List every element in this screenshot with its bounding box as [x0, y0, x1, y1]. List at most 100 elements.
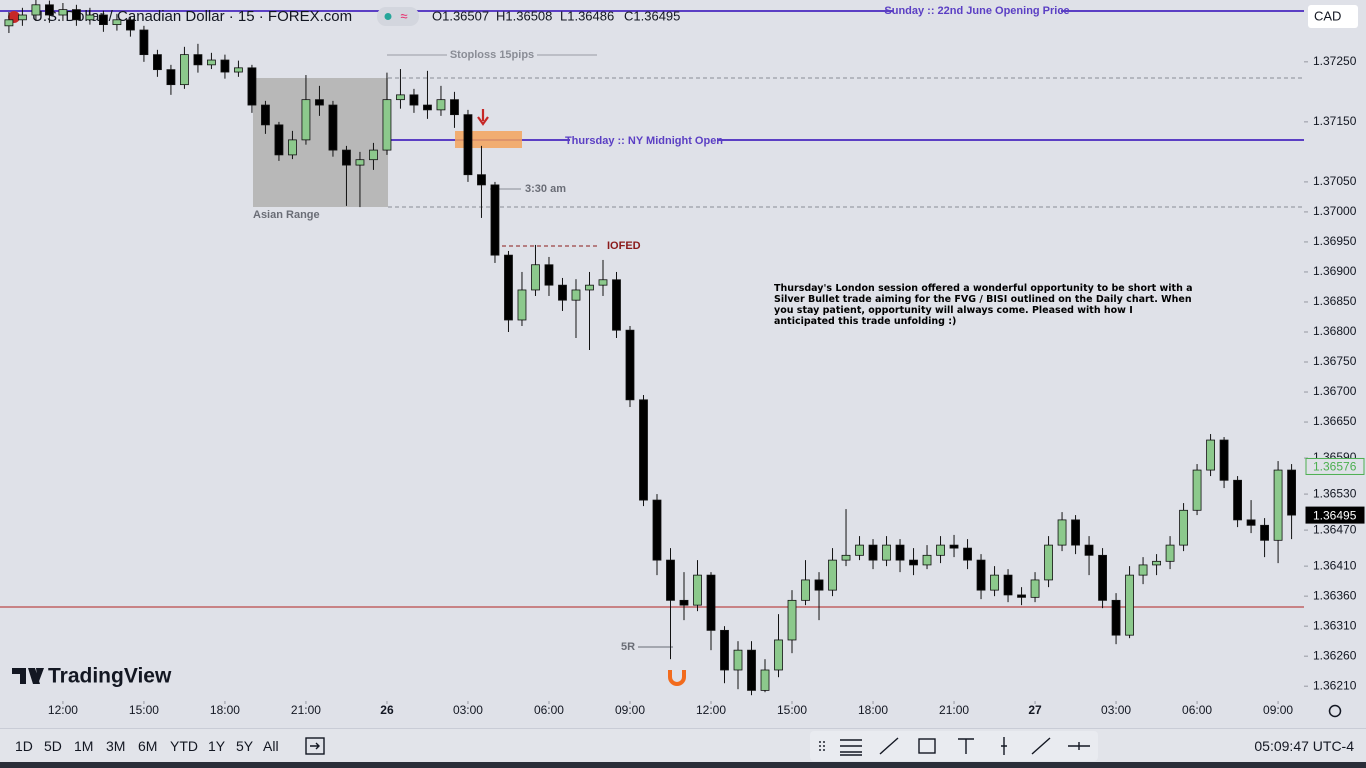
candle-body — [409, 94, 419, 106]
range-button[interactable]: 5D — [44, 738, 62, 754]
candle-body — [220, 59, 230, 73]
drawing-tools — [810, 731, 1098, 761]
stoploss-label: Stoploss 15pips — [450, 49, 534, 61]
asian-range-label: Asian Range — [253, 209, 320, 221]
candle-body — [274, 124, 284, 156]
candle-body — [855, 544, 864, 556]
candle-body — [328, 104, 338, 151]
candle-body — [693, 574, 702, 606]
candle-body — [139, 29, 149, 56]
candle-body — [355, 159, 365, 166]
tool-rect[interactable] — [918, 738, 936, 754]
x-tick-label: 12:00 — [48, 703, 78, 717]
range-button[interactable]: 5Y — [236, 738, 254, 754]
trade-note: Thursday's London session offered a wond… — [774, 283, 1193, 327]
candle-body — [517, 289, 527, 321]
x-tick-label: 18:00 — [210, 703, 240, 717]
candle-body — [450, 99, 459, 116]
range-button[interactable]: 6M — [138, 738, 158, 754]
y-tick-label: 1.37150 — [1313, 114, 1357, 128]
range-button[interactable]: All — [263, 738, 279, 754]
y-tick-label: 1.36850 — [1313, 294, 1357, 308]
candle-body — [85, 14, 95, 21]
candle-body — [382, 99, 392, 151]
candle-body — [1152, 560, 1161, 566]
iofed-label: IOFED — [607, 240, 641, 252]
range-button[interactable]: 3M — [106, 738, 126, 754]
x-tick-label: 09:00 — [1263, 703, 1293, 717]
candle-body — [882, 544, 891, 561]
candle-body — [1098, 554, 1107, 601]
candle-body — [1273, 469, 1283, 541]
y-tick-label: 1.36410 — [1313, 558, 1357, 572]
candle-body — [720, 629, 729, 671]
candle-body — [598, 279, 608, 286]
candle-body — [585, 284, 594, 291]
tool-ray[interactable] — [1031, 737, 1051, 755]
candle-body — [99, 14, 108, 26]
candle-body — [72, 9, 81, 21]
bottom-strip — [0, 762, 1366, 768]
tool-vline[interactable] — [1001, 737, 1007, 755]
ohlc-group: O1.36507 H1.36508 L1.36486 C1.36495 — [432, 8, 680, 23]
drawing-tool-icons — [819, 737, 1090, 756]
x-tick-label: 21:00 — [939, 703, 969, 717]
candle-body — [1084, 544, 1094, 556]
ny-midnight-label: Thursday :: NY Midnight Open — [565, 135, 723, 147]
candle-body — [1125, 574, 1134, 636]
x-tick-label: 03:00 — [1101, 703, 1131, 717]
candle-body — [841, 554, 851, 561]
candle-body — [301, 99, 311, 141]
y-tick-label: 1.36750 — [1313, 354, 1357, 368]
x-tick-label: 06:00 — [1182, 703, 1212, 717]
clock: 05:09:47 UTC-4 — [1254, 738, 1354, 754]
tool-hline[interactable] — [1068, 742, 1090, 750]
candle-body — [1287, 469, 1296, 516]
y-tick-label: 1.36650 — [1313, 414, 1357, 428]
ohlc-value: L1.36486 — [560, 8, 614, 23]
currency-box[interactable] — [1308, 5, 1358, 28]
candle-body — [963, 547, 972, 561]
candle-body — [1017, 594, 1026, 598]
range-button[interactable]: 1D — [15, 738, 33, 754]
indicator-pill[interactable] — [377, 7, 419, 26]
logo-mark — [12, 668, 44, 684]
candle-body — [936, 544, 945, 556]
candle-body — [652, 499, 662, 561]
settings-icon[interactable] — [1328, 704, 1342, 718]
candle-body — [477, 174, 486, 186]
price-tag — [1305, 457, 1365, 475]
candle-body — [531, 264, 540, 291]
y-tick-label: 1.36950 — [1313, 234, 1357, 248]
candle-body — [976, 559, 986, 591]
candle-body — [369, 149, 378, 161]
tool-lines[interactable] — [840, 739, 862, 756]
price-tag-label: 1.36495 — [1313, 508, 1357, 522]
range-button[interactable]: 1Y — [208, 738, 226, 754]
ohlc-value: H1.36508 — [496, 8, 552, 23]
candle-body — [706, 574, 716, 631]
candle-body — [112, 19, 122, 26]
candle-body — [787, 599, 797, 641]
candle-body — [396, 94, 405, 101]
candle-body — [760, 669, 770, 691]
candle-body — [31, 4, 41, 16]
candle-body — [895, 544, 905, 561]
range-button[interactable]: YTD — [170, 738, 198, 754]
price-tag-label: 1.36576 — [1313, 460, 1357, 474]
date-range-icon[interactable] — [304, 735, 326, 757]
x-tick-label: 26 — [380, 703, 394, 717]
tool-trend[interactable] — [879, 737, 899, 755]
bottom-toolbar: 1D 5D 1M 3M 6M YTD 1Y 5Y All 05:09:47 UTC-4 — [0, 728, 1366, 763]
currency-label[interactable]: CAD — [1314, 8, 1341, 23]
sunday-open-label: Sunday :: 22nd June Opening Price — [884, 5, 1069, 17]
candle-body — [315, 99, 324, 106]
candles — [4, 0, 1296, 696]
tool-text[interactable] — [958, 738, 974, 754]
range-button[interactable]: 1M — [74, 738, 94, 754]
candle-body — [733, 649, 743, 671]
magnet-icon — [668, 670, 686, 686]
price-scale — [1304, 0, 1366, 728]
x-tick-label: 21:00 — [291, 703, 321, 717]
y-tick-label: 1.36210 — [1313, 678, 1357, 692]
